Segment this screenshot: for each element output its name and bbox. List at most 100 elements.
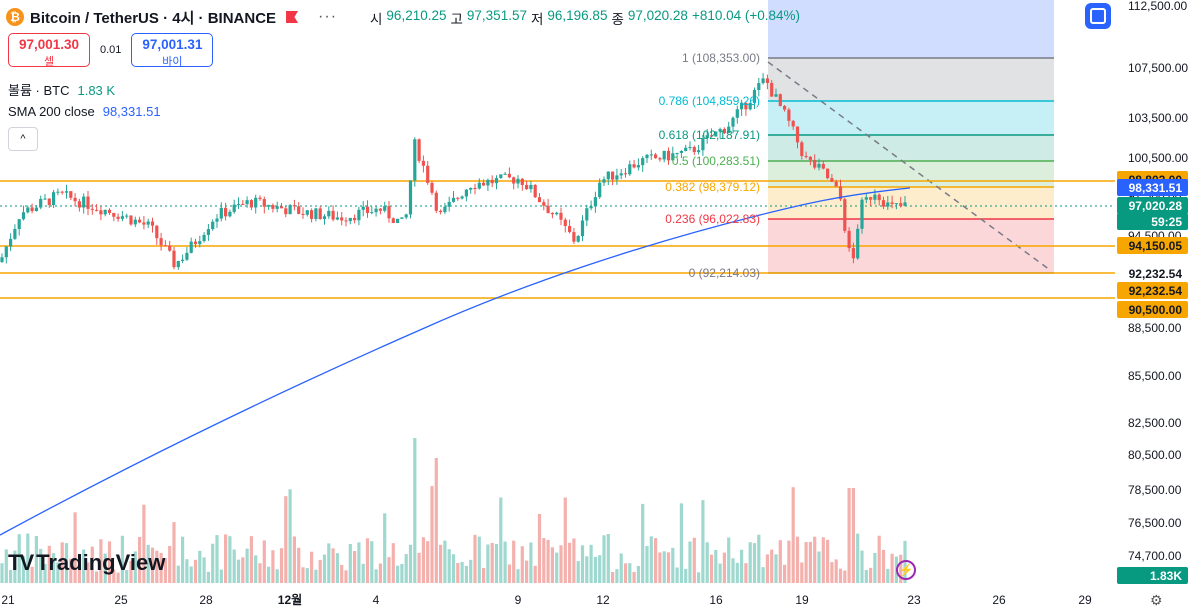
volume-bar: [490, 542, 494, 583]
price-tick: 112,500.00: [1128, 0, 1187, 13]
more-options-icon[interactable]: ···: [318, 8, 338, 25]
sell-button[interactable]: 97,001.30 셀: [8, 33, 90, 68]
volume-bar: [486, 544, 490, 583]
volume-bar: [224, 534, 228, 583]
candle-body: [580, 220, 585, 237]
volume-bar: [17, 534, 21, 583]
volume-bar: [198, 550, 202, 583]
volume-bar: [503, 541, 507, 583]
settings-icon[interactable]: ⚙: [1150, 592, 1163, 608]
volume-bar: [297, 547, 301, 583]
volume-bar: [795, 536, 800, 583]
candle-body: [90, 208, 94, 210]
volume-bar: [890, 553, 894, 583]
candle-body: [886, 202, 890, 207]
candle-body: [482, 182, 486, 186]
sma-legend[interactable]: SMA 200 close 98,331.51: [8, 104, 161, 119]
flag-icon[interactable]: [286, 11, 299, 23]
fullscreen-toggle-button[interactable]: [1085, 3, 1111, 29]
volume-bar: [615, 569, 619, 583]
volume-bar: [701, 500, 705, 583]
price-tag-bg: [1117, 567, 1188, 584]
candle-body: [443, 206, 447, 213]
price-tick: 80,500.00: [1128, 448, 1182, 462]
price-tag-bg: [1117, 237, 1188, 254]
volume-value: 1.83 K: [77, 83, 116, 98]
horizontal-levels[interactable]: [0, 180, 1115, 299]
volume-bar: [344, 570, 348, 583]
volume-bar: [215, 535, 219, 583]
volume-bar: [327, 543, 331, 583]
candle-body: [860, 199, 864, 229]
symbol-header[interactable]: ₿ Bitcoin / TetherUS · 4시 · BINANCE ···: [6, 6, 337, 28]
volume-bar: [494, 543, 499, 583]
candle-body: [378, 208, 382, 211]
candle-body: [821, 163, 825, 169]
sma-200-line: [0, 187, 911, 536]
candle-body: [146, 221, 150, 225]
candle-body: [606, 171, 610, 180]
candle-body: [542, 202, 546, 206]
tradingview-logo[interactable]: TV TradingView: [8, 550, 165, 576]
volume-bar: [718, 563, 722, 583]
volume-bar: [520, 546, 524, 583]
volume-bar: [258, 563, 262, 583]
volume-bar: [568, 542, 572, 583]
candle-body: [744, 102, 748, 110]
candle-body: [202, 234, 206, 242]
volume-bar: [709, 554, 714, 583]
candle-body: [486, 179, 490, 186]
price-tag-bg: [1117, 301, 1188, 318]
volume-bar: [310, 551, 314, 583]
volume-bar: [838, 568, 843, 583]
volume-bar: [64, 543, 69, 583]
volume-bar: [21, 556, 26, 583]
volume-bar: [383, 513, 387, 583]
ohlc-open-label: 시: [370, 12, 383, 27]
candle-body: [34, 207, 38, 212]
candle-body: [327, 210, 331, 217]
volume-bar: [279, 548, 284, 583]
volume-bar: [580, 545, 585, 583]
price-tags: 98,802.0098,331.5197,020.2859:2594,150.0…: [1117, 171, 1188, 584]
volume-bar: [572, 538, 576, 583]
candle-body: [56, 191, 60, 193]
volume-bar: [473, 534, 477, 583]
volume-legend[interactable]: 볼륨 · BTC 1.83 K: [8, 80, 115, 99]
volume-bar: [292, 536, 296, 583]
candle-body: [701, 138, 705, 151]
volume-bar: [138, 537, 142, 583]
candle-body: [585, 208, 589, 221]
symbol-title[interactable]: Bitcoin / TetherUS · 4시 · BINANCE: [30, 9, 277, 27]
candle-body: [39, 198, 43, 208]
time-axis[interactable]: 21 25 28 12월 4 9 12 16 19 23 26 29: [1, 592, 1092, 607]
ohlc-close-label: 종: [611, 12, 624, 27]
candle-body: [301, 213, 305, 215]
candle-body: [697, 150, 701, 153]
buy-price: 97,001.31: [142, 37, 203, 52]
volume-bar: [430, 486, 434, 583]
fibonacci-retracement[interactable]: [767, 0, 1054, 274]
candle-body: [0, 257, 4, 263]
spread-value: 0.01: [100, 44, 122, 56]
price-tag: 92,232.54: [1117, 282, 1188, 299]
volume-label: 볼륨 · BTC: [8, 83, 70, 98]
volume-bar: [636, 565, 640, 583]
candle-body: [13, 228, 17, 239]
candle-body: [611, 171, 615, 180]
volume-bar: [443, 540, 447, 583]
candle-body: [731, 117, 735, 127]
lightning-icon[interactable]: ⚡: [896, 560, 916, 580]
volume-bar: [761, 567, 765, 583]
buy-label: 바이: [162, 56, 183, 68]
candle-body: [787, 109, 791, 121]
price-tag-bg: [1117, 282, 1188, 299]
candle-body: [206, 229, 210, 235]
volume-bar: [378, 563, 382, 583]
candle-body: [783, 106, 787, 110]
candle-body: [434, 192, 438, 211]
volume-bar: [783, 564, 787, 583]
collapse-legend-button[interactable]: ^: [8, 127, 38, 151]
buy-button[interactable]: 97,001.31 바이: [131, 33, 214, 68]
